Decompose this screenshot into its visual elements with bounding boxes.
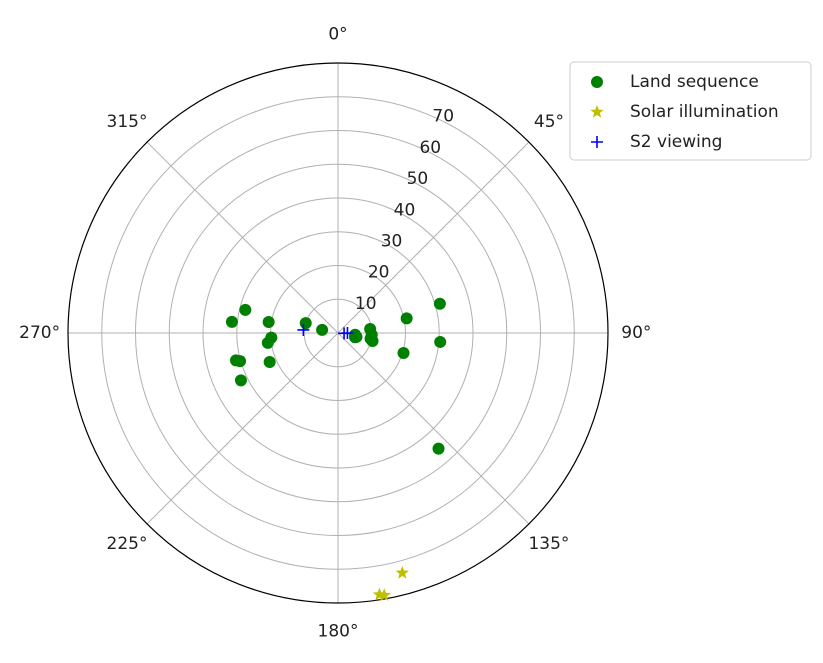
angular-gridline <box>146 141 339 334</box>
legend-box <box>569 61 812 161</box>
land-sequence-point <box>433 297 446 310</box>
land-sequence-point <box>434 335 447 348</box>
legend-label-solar-illumination: Solar illumination <box>630 102 779 122</box>
land-sequence-point <box>225 315 238 328</box>
legend-marker-s2-viewing <box>591 136 603 148</box>
theta-tick-label: 45° <box>534 112 564 132</box>
data-points <box>225 297 447 601</box>
r-tick-label: 70 <box>432 107 454 127</box>
legend-label-land-sequence: Land sequence <box>630 72 759 92</box>
polar-frame <box>67 62 609 604</box>
s2-viewing-point <box>341 327 354 339</box>
solar-illumination-point <box>377 588 391 601</box>
r-tick-label: 40 <box>394 200 416 220</box>
land-sequence-point <box>239 303 252 316</box>
angular-gridline <box>146 332 339 525</box>
land-sequence-point <box>400 312 413 325</box>
r-tick-label: 30 <box>381 231 403 251</box>
legend: Land sequence Solar illumination S2 viewin… <box>569 61 812 161</box>
theta-tick-label: 135° <box>528 534 569 554</box>
land-sequence-point <box>299 317 312 330</box>
solar-illumination-point <box>395 565 409 579</box>
theta-tick-label: 270° <box>19 323 60 343</box>
r-tick-label: 60 <box>419 138 441 158</box>
land-sequence-point <box>316 323 329 336</box>
land-sequence-point <box>263 356 276 369</box>
theta-tick-label: 0° <box>328 25 347 45</box>
land-sequence-point <box>262 316 275 329</box>
r-tick-label: 50 <box>407 169 429 189</box>
theta-tick-label: 90° <box>621 323 651 343</box>
theta-tick-label: 225° <box>107 534 148 554</box>
theta-tick-label: 180° <box>318 621 359 641</box>
s2-viewing-point <box>297 323 310 336</box>
land-sequence-point <box>234 374 247 387</box>
legend-marker-land-sequence <box>591 76 603 88</box>
land-sequence-point <box>364 332 377 345</box>
legend-label-s2-viewing: S2 viewing <box>630 132 722 152</box>
land-sequence-point <box>397 347 410 360</box>
theta-tick-label: 315° <box>107 112 148 132</box>
land-sequence-point <box>432 442 445 455</box>
land-sequence-point <box>265 331 278 344</box>
r-tick-label: 10 <box>355 294 377 314</box>
r-tick-label: 20 <box>368 263 390 283</box>
land-sequence-point <box>349 331 362 344</box>
land-sequence-point <box>364 323 377 336</box>
land-sequence-point <box>234 355 247 368</box>
angular-gridline <box>337 332 530 525</box>
angular-gridline <box>337 141 530 334</box>
legend-marker-solar-illumination <box>590 105 604 118</box>
polar-grid <box>67 62 609 604</box>
tick-labels: 0° 45° 90° 135° 180° 225° 270° 315° 10 20 30 40 50 60… <box>19 25 651 642</box>
